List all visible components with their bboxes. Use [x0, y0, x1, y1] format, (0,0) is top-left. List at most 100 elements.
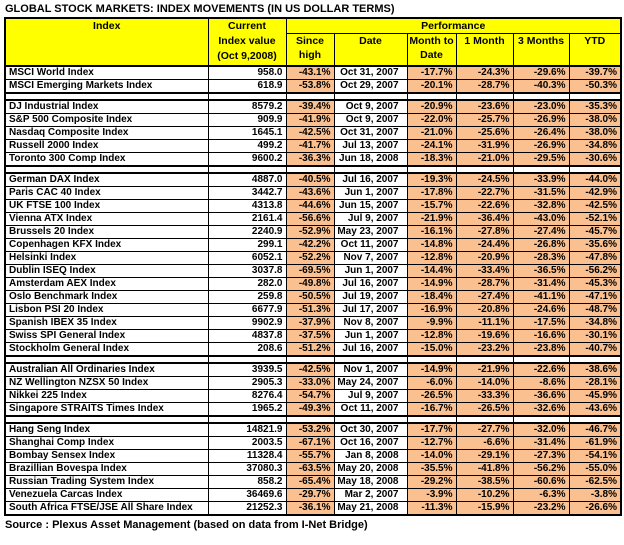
- month-to-date-cell: -21.0%: [406, 125, 457, 140]
- ytd-cell: -38.0%: [568, 125, 622, 140]
- table-row: Toronto 300 Comp Index 9600.2 -36.3% Jun 18…: [4, 151, 622, 166]
- one-month-cell: -33.3%: [455, 388, 514, 403]
- current-value-cell: 14821.9: [207, 422, 287, 437]
- index-name-cell: UK FTSE 100 Index: [4, 198, 209, 213]
- one-month-cell: -24.3%: [455, 64, 514, 80]
- one-month-cell: -24.5%: [455, 172, 514, 187]
- empty-cell: [207, 91, 287, 101]
- empty-cell: [285, 354, 335, 364]
- ytd-cell: -44.0%: [568, 172, 622, 187]
- table-row: Amsterdam AEX Index 282.0 -49.8% Jul 16, 20…: [4, 276, 622, 291]
- ytd-cell: -3.8%: [568, 487, 622, 502]
- ytd-cell: -30.1%: [568, 328, 622, 343]
- since-high-cell: -42.5%: [285, 125, 335, 140]
- date-cell: Oct 30, 2007: [333, 422, 408, 437]
- month-to-date-cell: -16.7%: [406, 401, 457, 416]
- empty-cell: [333, 164, 408, 174]
- date-cell: May 23, 2007: [333, 224, 408, 239]
- month-to-date-cell: -17.8%: [406, 185, 457, 200]
- three-months-cell: -31.4%: [512, 435, 570, 450]
- date-cell: Oct 31, 2007: [333, 125, 408, 140]
- empty-cell: [455, 354, 514, 364]
- table-row: Russian Trading System Index 858.2 -65.4% M…: [4, 474, 622, 489]
- index-name-cell: Venezuela Carcas Index: [4, 487, 209, 502]
- index-name-cell: Australian All Ordinaries Index: [4, 362, 209, 377]
- current-value-cell: 36469.6: [207, 487, 287, 502]
- current-value-cell: 4837.8: [207, 328, 287, 343]
- current-value-cell: 618.9: [207, 78, 287, 93]
- ytd-cell: -62.5%: [568, 474, 622, 489]
- empty-cell: [4, 91, 209, 101]
- current-value-cell: 3939.5: [207, 362, 287, 377]
- spacer-row: [4, 91, 622, 101]
- one-month-cell: -28.7%: [455, 276, 514, 291]
- three-months-cell: -43.0%: [512, 211, 570, 226]
- since-high-cell: -49.3%: [285, 401, 335, 416]
- empty-cell: [285, 164, 335, 174]
- empty-cell: [285, 91, 335, 101]
- since-high-cell: -53.8%: [285, 78, 335, 93]
- ytd-cell: -45.3%: [568, 276, 622, 291]
- empty-cell: [333, 91, 408, 101]
- current-value-cell: 8579.2: [207, 99, 287, 114]
- since-high-cell: -53.2%: [285, 422, 335, 437]
- col-header-date: Date: [333, 33, 408, 66]
- table-row: Australian All Ordinaries Index 3939.5 -42…: [4, 362, 622, 377]
- one-month-cell: -27.8%: [455, 224, 514, 239]
- one-month-cell: -29.1%: [455, 448, 514, 463]
- index-name-cell: Brussels 20 Index: [4, 224, 209, 239]
- since-high-cell: -37.5%: [285, 328, 335, 343]
- three-months-cell: -28.3%: [512, 250, 570, 265]
- empty-cell: [4, 164, 209, 174]
- ytd-cell: -28.1%: [568, 375, 622, 390]
- sub-header-line: 1 Month: [464, 35, 505, 47]
- current-value-cell: 299.1: [207, 237, 287, 252]
- three-months-cell: -23.8%: [512, 341, 570, 356]
- one-month-cell: -22.7%: [455, 185, 514, 200]
- since-high-cell: -54.7%: [285, 388, 335, 403]
- sub-header-line: Since: [295, 35, 324, 47]
- since-high-cell: -63.5%: [285, 461, 335, 476]
- since-high-cell: -39.4%: [285, 99, 335, 114]
- current-value-cell: 6677.9: [207, 302, 287, 317]
- three-months-cell: -26.9%: [512, 112, 570, 127]
- date-cell: May 24, 2007: [333, 375, 408, 390]
- ytd-cell: -47.8%: [568, 250, 622, 265]
- three-months-cell: -17.5%: [512, 315, 570, 330]
- since-high-cell: -42.2%: [285, 237, 335, 252]
- col-header-current-value: Current Index value (Oct 9,2008): [207, 17, 287, 66]
- date-cell: Jan 8, 2008: [333, 448, 408, 463]
- current-value-cell: 11328.4: [207, 448, 287, 463]
- three-months-cell: -27.3%: [512, 448, 570, 463]
- date-cell: Oct 29, 2007: [333, 78, 408, 93]
- col-header-month-to-date: Month to Date: [406, 33, 457, 66]
- table-row: Brazillian Bovespa Index 37080.3 -63.5% May…: [4, 461, 622, 476]
- date-cell: Jun 1, 2007: [333, 185, 408, 200]
- empty-cell: [406, 414, 457, 424]
- source-note: Source : Plexus Asset Management (based …: [5, 518, 368, 531]
- ytd-cell: -45.9%: [568, 388, 622, 403]
- sub-header-line: high: [298, 49, 322, 61]
- empty-cell: [4, 354, 209, 364]
- ytd-cell: -30.6%: [568, 151, 622, 166]
- since-high-cell: -36.1%: [285, 500, 335, 515]
- empty-cell: [406, 164, 457, 174]
- month-to-date-cell: -24.1%: [406, 138, 457, 153]
- three-months-cell: -16.6%: [512, 328, 570, 343]
- index-name-cell: Brazillian Bovespa Index: [4, 461, 209, 476]
- ytd-cell: -34.8%: [568, 138, 622, 153]
- index-name-cell: NZ Wellington NZSX 50 Index: [4, 375, 209, 390]
- index-name-cell: MSCI Emerging Markets Index: [4, 78, 209, 93]
- empty-cell: [406, 354, 457, 364]
- empty-cell: [568, 164, 622, 174]
- one-month-cell: -20.8%: [455, 302, 514, 317]
- date-cell: Jul 9, 2007: [333, 388, 408, 403]
- month-to-date-cell: -16.1%: [406, 224, 457, 239]
- table-header: Index Current Index value (Oct 9,2008) Per…: [4, 17, 622, 66]
- date-cell: Jul 13, 2007: [333, 138, 408, 153]
- ytd-cell: -42.5%: [568, 198, 622, 213]
- month-to-date-cell: -11.3%: [406, 500, 457, 515]
- month-to-date-cell: -26.5%: [406, 388, 457, 403]
- index-name-cell: Helsinki Index: [4, 250, 209, 265]
- ytd-cell: -45.7%: [568, 224, 622, 239]
